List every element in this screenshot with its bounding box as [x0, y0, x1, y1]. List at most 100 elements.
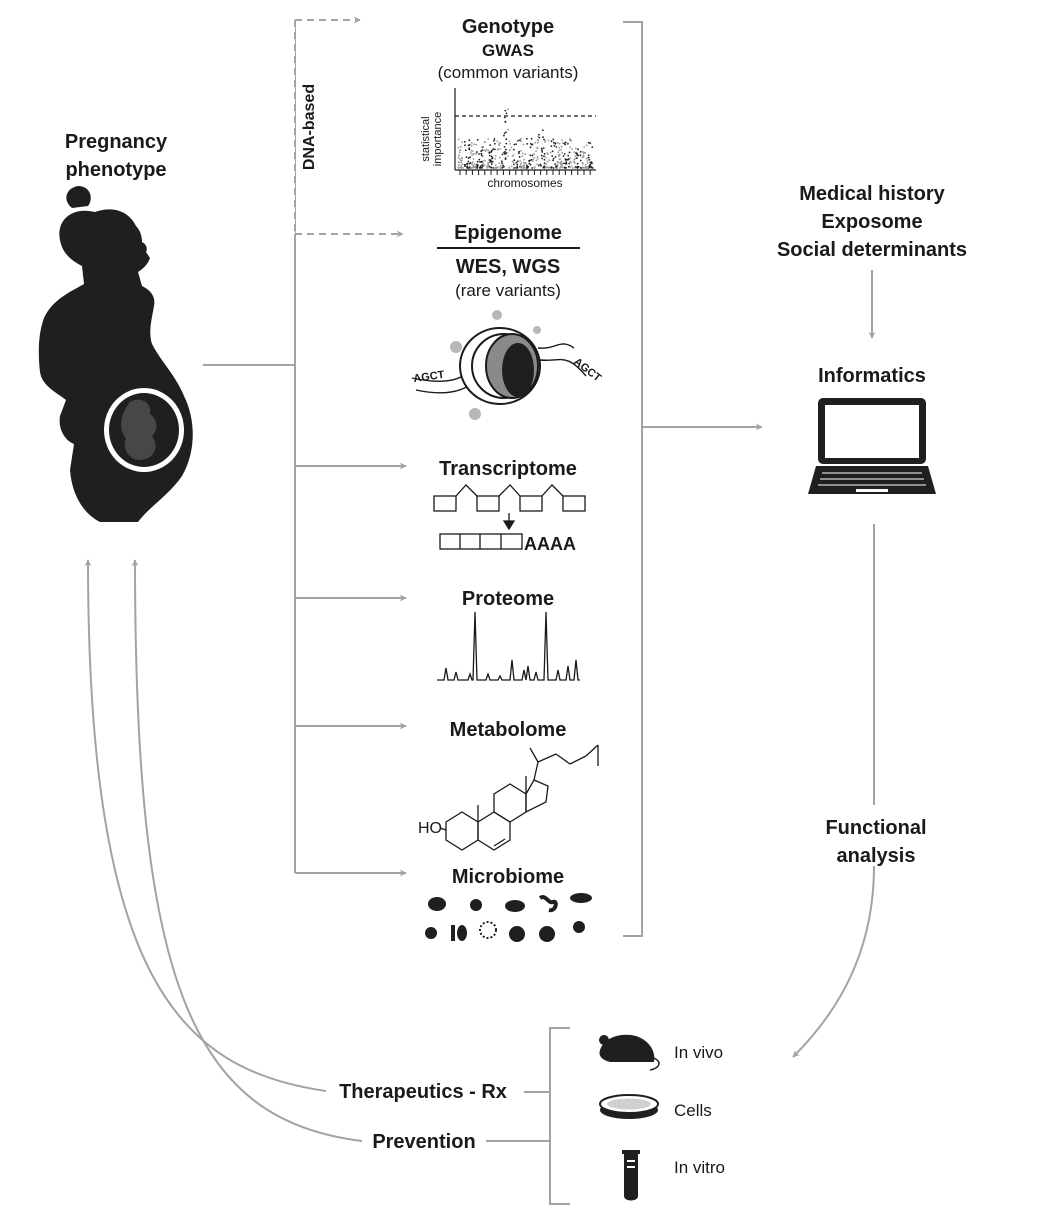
snp-point — [476, 165, 479, 168]
snp-point — [520, 162, 523, 165]
snp-point — [561, 162, 564, 165]
snp-point — [515, 161, 518, 164]
snp-point — [489, 161, 492, 163]
snp-point — [585, 144, 588, 147]
manhattan-ylabel-line1: statistical — [420, 116, 432, 162]
microbiome-title: Microbiome — [451, 866, 565, 888]
snp-point — [516, 165, 519, 168]
snp-point — [468, 144, 471, 146]
snp-point — [586, 160, 589, 162]
snp-point — [510, 146, 513, 149]
snp-point — [579, 159, 582, 162]
epigenome-divider — [437, 247, 580, 249]
inputs-line2: Exposome — [821, 211, 923, 233]
metabolome-title: Metabolome — [449, 719, 567, 741]
snp-point — [546, 152, 549, 154]
pregnancy-phenotype-label: Pregnancy phenotype — [48, 128, 184, 184]
snp-point — [541, 149, 543, 152]
snp-point — [560, 161, 563, 164]
snp-point — [469, 156, 471, 159]
snp-point — [567, 165, 570, 168]
snp-point — [489, 144, 492, 147]
snp-point — [558, 155, 560, 158]
snp-point — [540, 154, 543, 157]
snp-point — [498, 162, 501, 165]
snp-point — [560, 145, 563, 148]
snp-point — [536, 138, 539, 141]
snp-point — [505, 112, 508, 115]
snp-point — [551, 150, 554, 153]
snp-point — [476, 167, 479, 169]
snp-point — [568, 151, 571, 154]
snp-point — [482, 162, 485, 165]
snp-point — [482, 145, 485, 148]
snp-point — [519, 139, 521, 142]
epigenome-subtitle: WES, WGS — [455, 256, 561, 278]
snp-point — [583, 146, 586, 148]
snp-point — [505, 152, 508, 154]
snp-point — [538, 133, 540, 136]
snp-point — [505, 131, 507, 134]
snp-point — [574, 147, 577, 150]
pregnancy-line2: phenotype — [65, 159, 167, 181]
snp-point — [491, 157, 493, 160]
snp-point — [563, 162, 565, 165]
snp-point — [532, 153, 535, 156]
snp-point — [489, 159, 492, 162]
snp-point — [579, 151, 582, 153]
snp-point — [552, 157, 555, 160]
snp-point — [484, 150, 487, 153]
snp-point — [513, 159, 516, 162]
snp-point — [584, 166, 586, 169]
informatics-label: Informatics — [818, 365, 926, 387]
snp-point — [543, 138, 545, 141]
snp-point — [469, 166, 472, 169]
snp-point — [498, 156, 501, 159]
snp-point — [457, 161, 460, 163]
snp-point — [522, 143, 525, 146]
snp-point — [577, 148, 579, 151]
snp-point — [457, 156, 460, 159]
snp-point — [537, 164, 540, 167]
snp-point — [496, 140, 499, 143]
snp-point — [566, 158, 569, 161]
omics-bracket — [623, 21, 763, 937]
mass-spectrum — [437, 611, 580, 681]
snp-point — [494, 164, 497, 167]
snp-point — [535, 159, 538, 162]
snp-point — [589, 142, 592, 145]
snp-point — [563, 142, 566, 145]
snp-point — [478, 153, 480, 155]
snp-point — [513, 163, 515, 166]
snp-point — [504, 153, 507, 156]
snp-point — [536, 163, 538, 166]
snp-point — [545, 156, 547, 159]
snp-point — [466, 165, 469, 168]
snp-point — [518, 155, 521, 158]
snp-point — [493, 139, 495, 142]
snp-point — [470, 144, 473, 147]
snp-point — [551, 155, 554, 157]
snp-point — [568, 162, 571, 165]
snp-point — [591, 162, 593, 165]
snp-point — [526, 166, 529, 169]
transcriptome-title: Transcriptome — [439, 458, 577, 480]
functional-line1: Functional — [825, 817, 927, 839]
snp-point — [519, 163, 522, 166]
snp-point — [470, 152, 472, 154]
snp-point — [554, 163, 557, 166]
snp-point — [497, 148, 499, 151]
snp-point — [542, 136, 544, 139]
snp-point — [513, 143, 516, 146]
pregnancy-line1: Pregnancy — [64, 131, 168, 153]
snp-point — [520, 140, 523, 143]
snp-point — [515, 143, 517, 146]
snp-point — [507, 108, 509, 111]
snp-point — [570, 140, 573, 142]
snp-point — [486, 166, 489, 169]
snp-point — [564, 141, 567, 144]
inputs-line3: Social determinants — [776, 239, 968, 261]
epigenome-title: Epigenome — [454, 222, 562, 244]
manhattan-ylabel: statistical importance — [420, 99, 444, 179]
snp-point — [471, 153, 474, 156]
